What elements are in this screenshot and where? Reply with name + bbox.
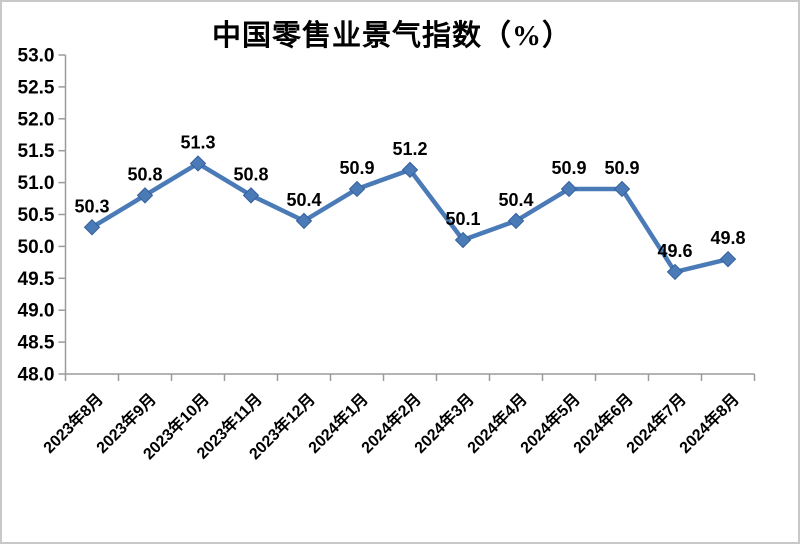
data-point-marker [613,180,631,198]
chart-title: 中国零售业景气指数（%） [211,20,572,52]
y-axis-tick-label: 52.5 [18,77,55,98]
data-point-marker [507,212,525,230]
data-point-marker [348,180,366,198]
y-axis-tick-label: 50.5 [18,205,55,226]
data-point-label: 50.9 [604,158,639,178]
y-axis-tick-label: 53.0 [18,46,55,67]
data-point-label: 50.9 [551,158,586,178]
data-point-label: 50.8 [127,164,162,184]
data-point-label: 51.2 [392,139,427,159]
data-point-marker [295,212,313,230]
data-point-marker [560,180,578,198]
data-point-label: 50.8 [233,164,268,184]
data-point-label: 50.1 [445,209,480,229]
data-point-marker [136,187,154,204]
data-point-label: 50.4 [286,190,321,210]
data-point-marker [401,161,419,179]
data-point-marker [666,263,684,281]
data-point-label: 50.9 [339,158,374,178]
y-axis-tick-label: 48.0 [18,365,55,386]
data-point-marker [83,219,101,236]
data-line-series [89,161,731,275]
data-point-marker [454,231,472,249]
data-point-label: 51.3 [180,132,215,152]
data-point-marker [242,187,260,204]
data-point-label: 49.6 [657,241,692,261]
y-axis-tick-label: 51.0 [18,173,55,194]
y-axis-tick-label: 51.5 [18,141,55,162]
y-axis-tick-label: 52.0 [18,109,55,130]
data-point-marker [189,155,207,172]
data-point-label: 50.3 [74,196,109,216]
data-point-label: 50.4 [498,190,533,210]
y-axis-tick-label: 48.5 [18,333,55,354]
data-point-label: 49.8 [710,228,745,248]
y-axis-tick-label: 49.0 [18,301,55,322]
data-point-marker [719,250,737,268]
y-axis-tick-label: 50.0 [18,237,55,258]
y-axis-tick-label: 49.5 [18,269,55,290]
